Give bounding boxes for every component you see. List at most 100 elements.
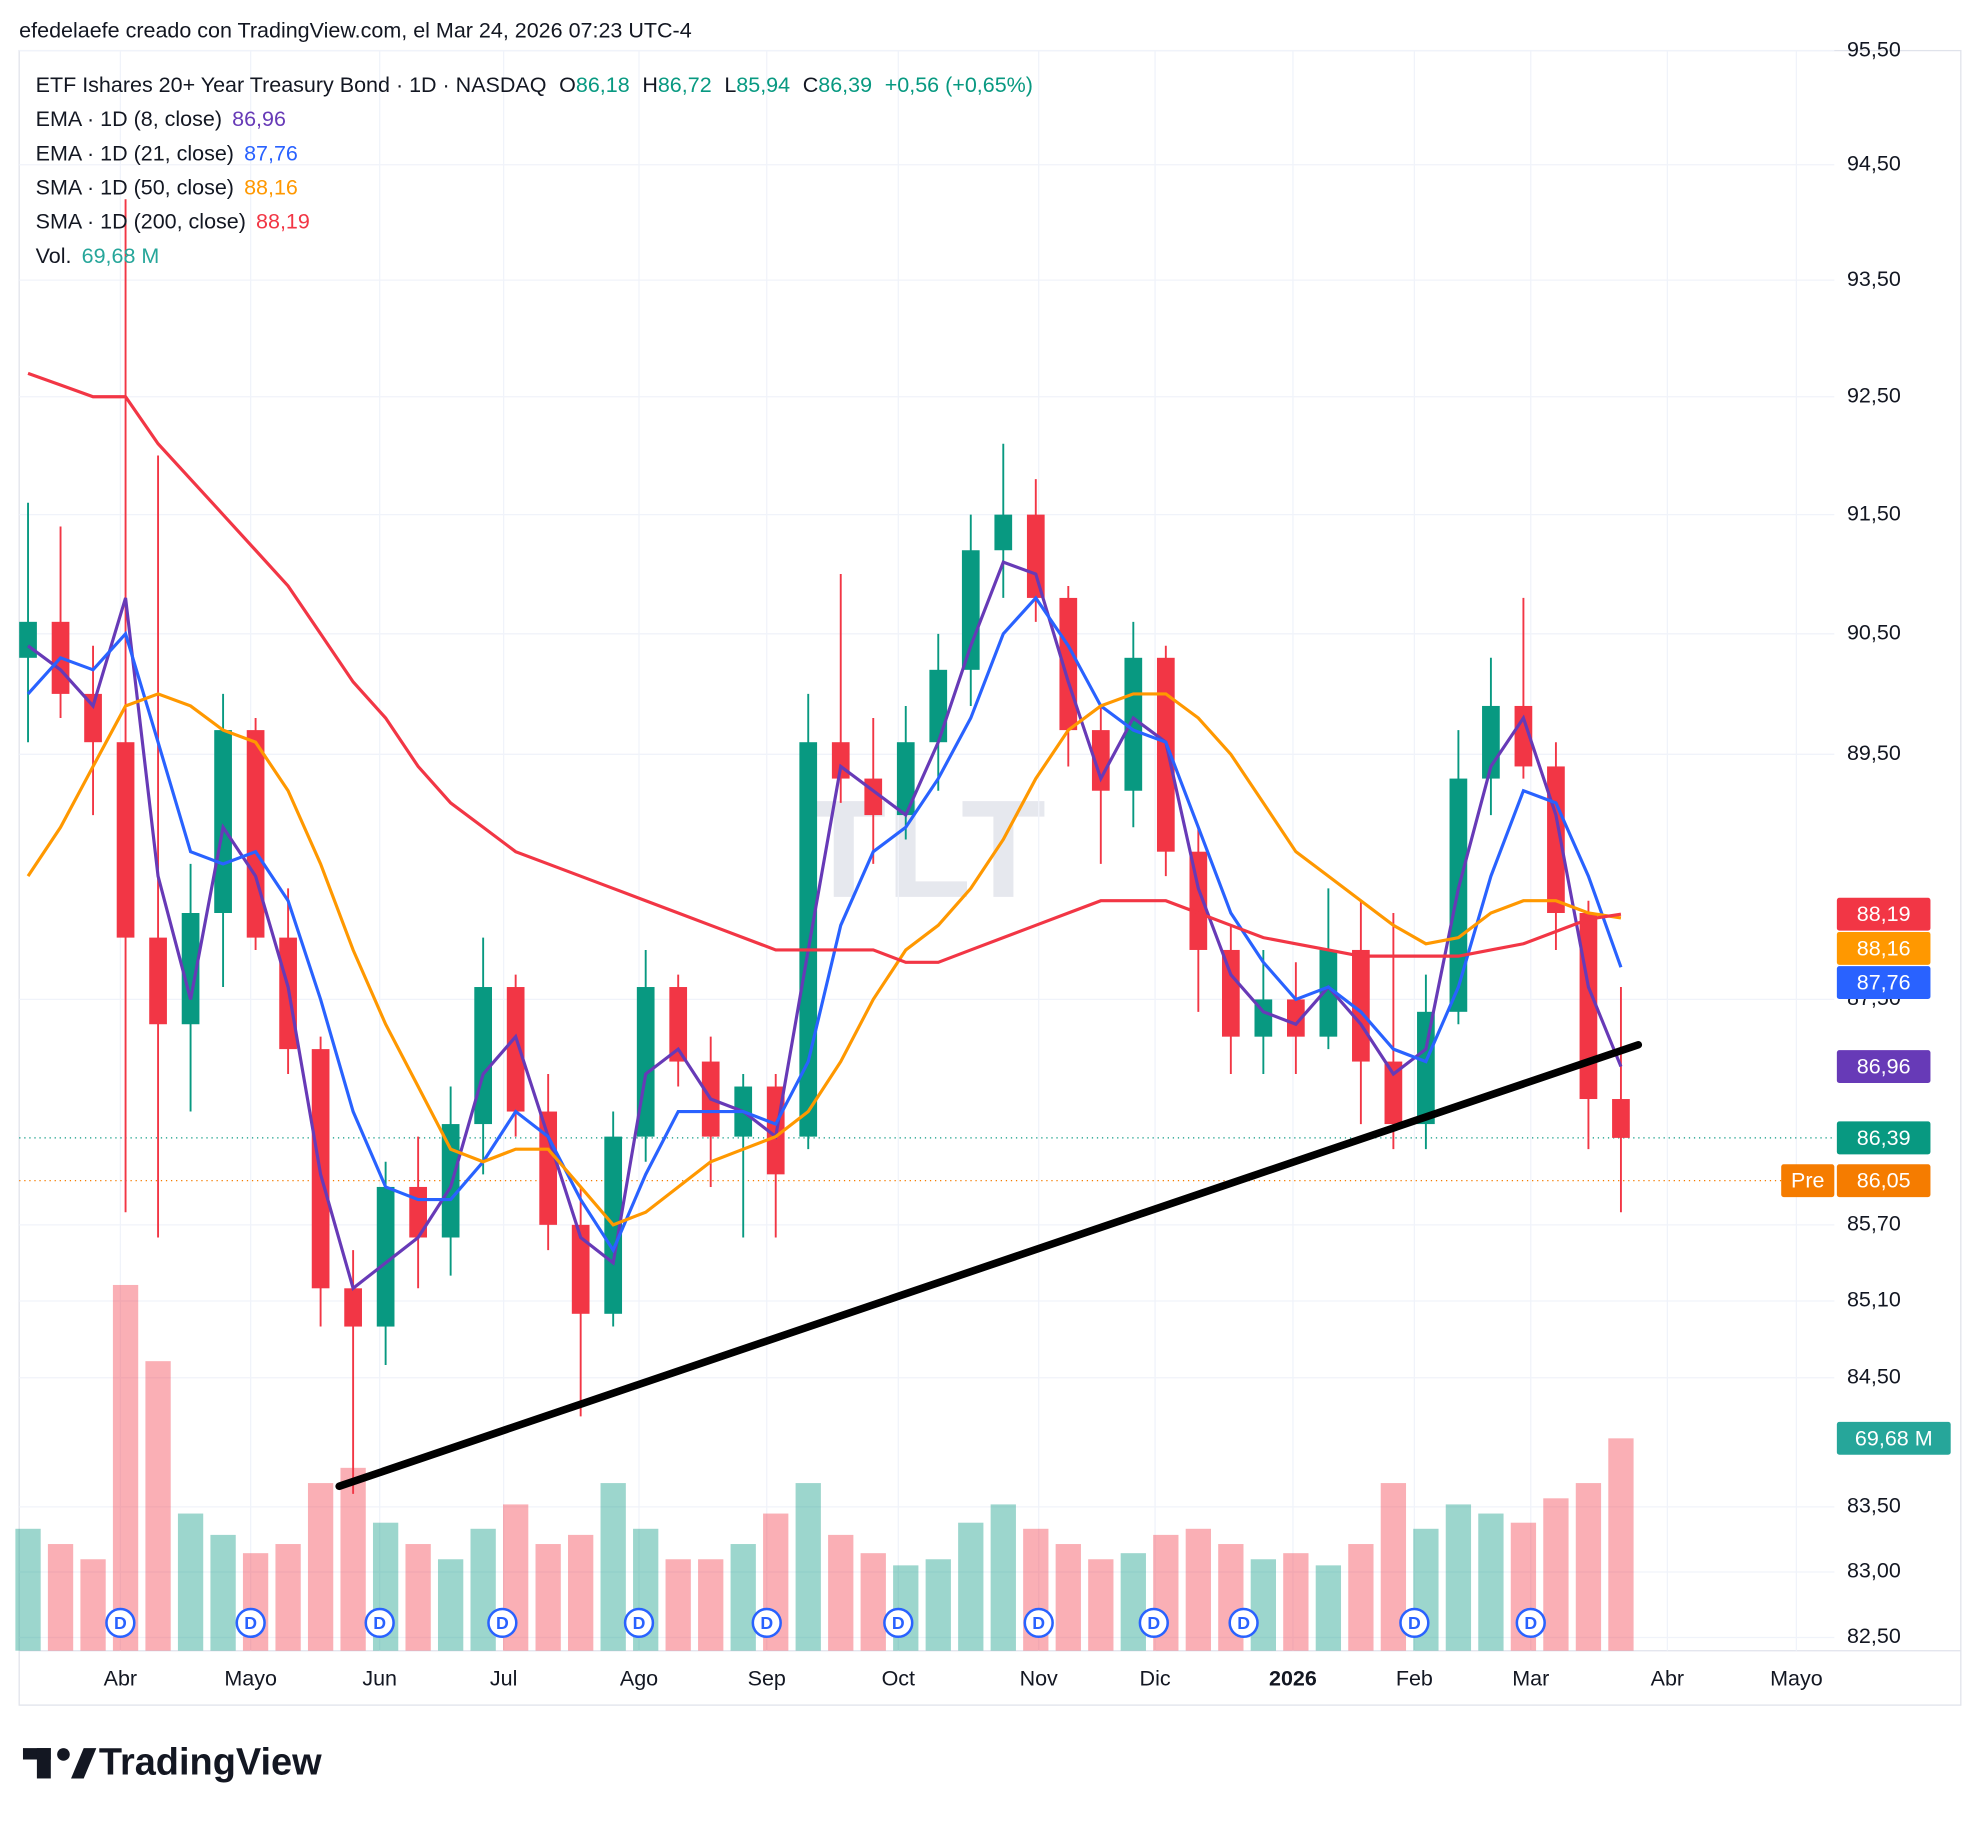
candle-body [571, 1224, 590, 1314]
candle-body [84, 693, 102, 743]
candle-body [1221, 949, 1240, 1037]
candle-body [1189, 851, 1208, 950]
dividend-marker[interactable] [751, 1607, 782, 1639]
legend-text: 85,94 [736, 73, 790, 97]
y-tick-label: 93,50 [1847, 267, 1901, 291]
legend-text: +0,56 (+0,65%) [885, 73, 1033, 97]
volume-bar [47, 1544, 74, 1651]
y-tick-label: 94,50 [1847, 151, 1901, 175]
legend-row: ETF Ishares 20+ Year Treasury Bond · 1D … [36, 73, 1033, 97]
candle-body [669, 987, 688, 1062]
legend-row: Vol. 69,68 M [36, 243, 160, 267]
x-tick-label: Ago [620, 1666, 658, 1690]
dividend-label: D [373, 1613, 386, 1633]
dividend-label: D [1032, 1613, 1045, 1633]
x-tick-label: Feb [1396, 1666, 1433, 1690]
candle-body [896, 742, 915, 816]
candle-body [994, 514, 1013, 551]
candle-body [19, 621, 37, 658]
volume-bar [828, 1534, 854, 1651]
candle-body [214, 730, 232, 913]
candle-body [961, 550, 980, 670]
legend-text: 69,68 M [82, 243, 160, 267]
volume-bar [698, 1559, 724, 1651]
indicator-line [26, 595, 1623, 1254]
dividend-label: D [496, 1613, 509, 1633]
volume-bar [340, 1467, 366, 1651]
y-tick-label: 95,50 [1847, 37, 1901, 61]
volume-bar [112, 1284, 139, 1651]
dividend-label: D [633, 1613, 646, 1633]
candle-body [1514, 705, 1533, 767]
candle-body [376, 1186, 395, 1327]
legend-row: SMA · 1D (50, close) 88,16 [36, 175, 298, 199]
dividend-marker[interactable] [883, 1607, 914, 1639]
candle-body [246, 730, 265, 938]
x-tick-label: Oct [882, 1666, 915, 1690]
volume-bar [1283, 1553, 1309, 1651]
indicator-lines [26, 371, 1623, 1291]
dividend-label: D [244, 1613, 257, 1633]
volume-bar [1575, 1483, 1602, 1651]
volume-bar [1608, 1438, 1634, 1651]
legend: ETF Ishares 20+ Year Treasury Bond · 1D … [36, 73, 1033, 268]
dividend-marker[interactable] [364, 1607, 395, 1639]
legend-text: C [803, 73, 819, 97]
volume-bar [535, 1544, 561, 1651]
candle-body [929, 669, 948, 743]
dividend-marker[interactable] [1228, 1607, 1259, 1639]
legend-text: H [642, 73, 658, 97]
legend-text: ETF Ishares 20+ Year Treasury Bond · 1D … [36, 73, 547, 97]
dividend-marker[interactable] [235, 1607, 266, 1639]
x-tick-label: Sep [748, 1666, 786, 1690]
legend-row: EMA · 1D (8, close) 86,96 [36, 107, 286, 131]
dividend-marker[interactable] [487, 1607, 518, 1639]
candle-body [441, 1124, 460, 1238]
volume-bar [1315, 1565, 1342, 1651]
price-badge [1836, 1121, 1931, 1155]
volume-bar [1120, 1553, 1146, 1651]
price-badge [1836, 897, 1931, 931]
trend-line[interactable] [335, 1041, 1643, 1491]
dividend-label: D [892, 1613, 905, 1633]
volume-bar [145, 1361, 171, 1651]
legend-text: 88,16 [244, 175, 298, 199]
volume-bar [437, 1559, 464, 1651]
dividend-marker[interactable] [1515, 1607, 1546, 1639]
legend-text: 86,39 [818, 73, 872, 97]
candle-body [1124, 657, 1143, 791]
dividend-marker[interactable] [1023, 1607, 1054, 1639]
volume-bar [730, 1544, 756, 1651]
volume-bar [15, 1528, 41, 1651]
candle-body [344, 1288, 362, 1327]
candle-body [1026, 514, 1045, 598]
candle-body [181, 912, 200, 1025]
price-badge-label: 86,05 [1857, 1169, 1911, 1193]
price-badge-label: 69,68 M [1855, 1426, 1933, 1450]
dividend-marker[interactable] [623, 1607, 655, 1639]
volume-bar [405, 1544, 431, 1651]
price-badge [1836, 966, 1931, 999]
brand: TradingView [99, 1742, 322, 1784]
volume-bar [275, 1544, 301, 1651]
y-tick-label: 89,50 [1847, 741, 1901, 765]
x-tick-label: Abr [1651, 1666, 1684, 1690]
dividend-marker[interactable] [1138, 1607, 1169, 1639]
x-tick-label: Jun [362, 1666, 397, 1690]
volume-bar [1543, 1498, 1569, 1651]
x-tick-label: Dic [1140, 1666, 1171, 1690]
legend-text: EMA · 1D (21, close) [36, 141, 234, 165]
volume-bar [210, 1534, 236, 1651]
legend-text: Vol. [36, 243, 72, 267]
x-tick-label: Mayo [224, 1666, 277, 1690]
dividend-marker[interactable] [105, 1607, 136, 1639]
indicator-line [26, 692, 1622, 1227]
logo-part [71, 1748, 97, 1779]
legend-text: SMA · 1D (200, close) [36, 209, 246, 233]
dividend-marker[interactable] [1399, 1607, 1430, 1639]
dividend-label: D [114, 1613, 127, 1633]
y-tick-label: 84,50 [1847, 1364, 1901, 1388]
x-tick-label: Nov [1020, 1666, 1058, 1690]
